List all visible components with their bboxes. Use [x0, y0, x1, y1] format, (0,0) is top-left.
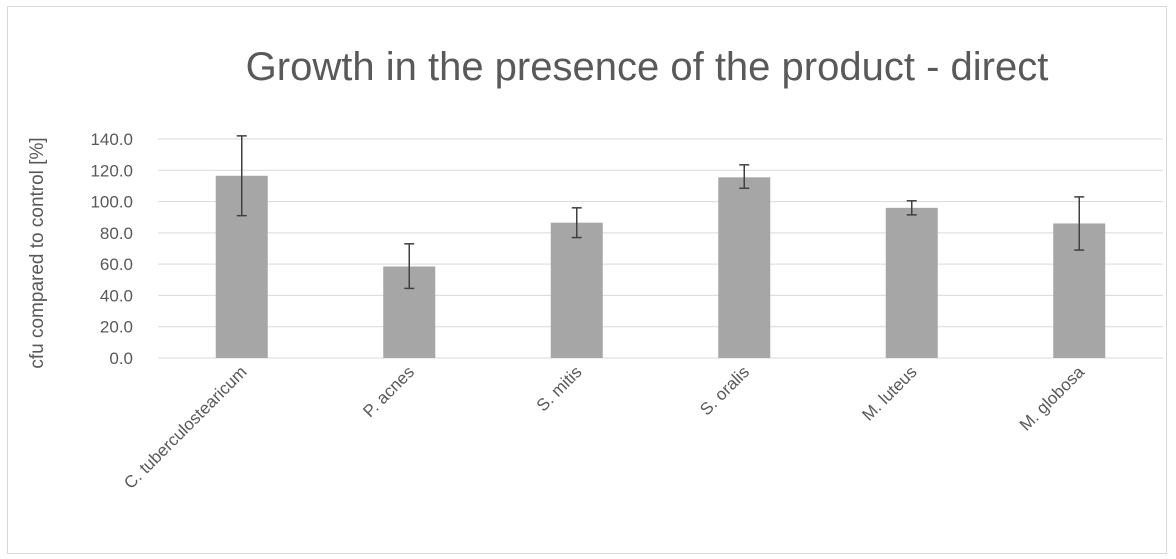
- x-category-labels: C. tuberculostearicum P. acnes S. mitis S. …: [120, 362, 1088, 493]
- chart-title: Growth in the presence of the product - …: [246, 45, 1049, 89]
- error-bar-5: [1074, 196, 1085, 251]
- bar-2: [550, 222, 603, 358]
- error-bar-2: [571, 207, 582, 239]
- chart-frame: Growth in the presence of the product - …: [7, 6, 1167, 554]
- gridlines: [158, 138, 1163, 359]
- y-axis-title: cfu compared to control [%]: [27, 137, 48, 368]
- y-tick-label-1: 20.0: [100, 318, 133, 337]
- bars: [215, 175, 1106, 358]
- y-tick-label-3: 60.0: [100, 255, 133, 274]
- y-tick-label-2: 40.0: [100, 286, 133, 305]
- bar-4: [885, 207, 938, 358]
- x-category-label-5: M. globosa: [1016, 362, 1089, 435]
- y-tick-label-7: 140.0: [90, 130, 133, 149]
- error-bar-3: [739, 164, 750, 190]
- y-tick-label-5: 100.0: [90, 193, 133, 212]
- error-bar-4: [906, 200, 917, 216]
- x-category-label-3: S. oralis: [696, 362, 753, 419]
- x-category-label-4: M. luteus: [858, 362, 920, 424]
- x-category-label-0: C. tuberculostearicum: [120, 362, 250, 492]
- error-bar-1: [404, 243, 415, 290]
- y-tick-labels: 0.0 20.0 40.0 60.0 80.0 100.0 120.0 140.0: [90, 130, 133, 368]
- y-tick-label-0: 0.0: [109, 349, 133, 368]
- error-bars: [236, 135, 1085, 290]
- x-category-label-2: S. mitis: [533, 362, 586, 415]
- y-tick-label-4: 80.0: [100, 224, 133, 243]
- x-category-label-1: P. acnes: [359, 362, 418, 421]
- error-bar-0: [236, 135, 247, 217]
- chart-svg: Growth in the presence of the product - …: [27, 45, 1163, 493]
- bar-3: [718, 177, 771, 358]
- y-tick-label-6: 120.0: [90, 161, 133, 180]
